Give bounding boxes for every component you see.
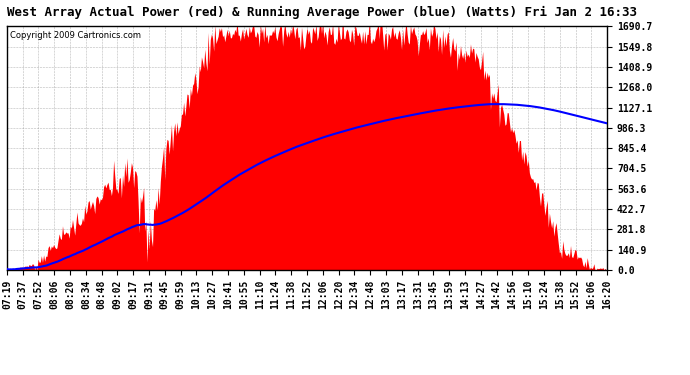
Text: West Array Actual Power (red) & Running Average Power (blue) (Watts) Fri Jan 2 1: West Array Actual Power (red) & Running … (7, 6, 637, 19)
Text: Copyright 2009 Cartronics.com: Copyright 2009 Cartronics.com (10, 31, 141, 40)
